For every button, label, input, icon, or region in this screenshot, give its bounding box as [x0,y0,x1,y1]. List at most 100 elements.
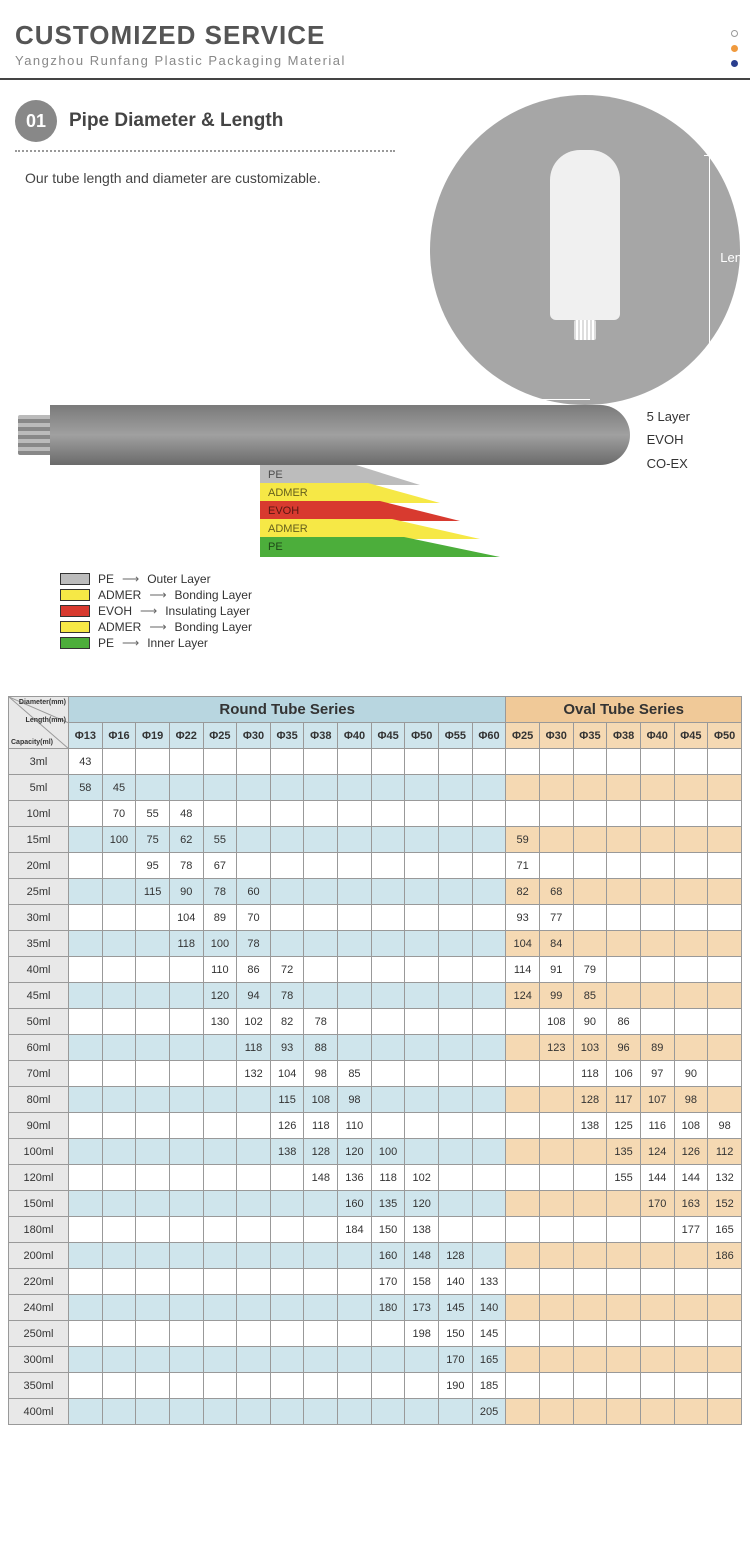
cell [674,879,708,905]
legend-row: PE⟶Outer Layer [60,572,252,586]
cell: 177 [674,1217,708,1243]
cell [338,801,372,827]
cell [674,1373,708,1399]
cell: 100 [371,1139,405,1165]
table-row: 60ml11893881231039689 [9,1035,742,1061]
cell [371,1035,405,1061]
cell: 138 [270,1139,304,1165]
capacity-cell: 50ml [9,1009,69,1035]
cell: 104 [506,931,540,957]
cell: 133 [472,1269,506,1295]
capacity-cell: 45ml [9,983,69,1009]
cell [237,1165,271,1191]
cell [506,775,540,801]
cell [506,1295,540,1321]
capacity-cell: 30ml [9,905,69,931]
cell [237,1321,271,1347]
cell [371,879,405,905]
cell [439,905,473,931]
cell: 115 [270,1087,304,1113]
cell [169,1347,203,1373]
cell [674,931,708,957]
cell [69,853,103,879]
cell [270,1373,304,1399]
cell [405,801,439,827]
cell [573,1217,607,1243]
cell [708,827,742,853]
cell [640,1269,674,1295]
cell: 93 [270,1035,304,1061]
cell [472,983,506,1009]
table-row: 350ml190185 [9,1373,742,1399]
cell [136,1087,170,1113]
cell: 155 [607,1165,641,1191]
cell [69,1373,103,1399]
layer-slice: PE [260,537,500,557]
layer-slice: PE [260,465,420,485]
cell: 89 [203,905,237,931]
cell: 70 [237,905,271,931]
cell: 99 [539,983,573,1009]
cell [539,1347,573,1373]
cell [136,1009,170,1035]
cell [270,775,304,801]
cell [607,801,641,827]
table-row: 120ml148136118102155144144132 [9,1165,742,1191]
cell [439,1139,473,1165]
cell: 123 [539,1035,573,1061]
cell: 185 [472,1373,506,1399]
cell [539,1269,573,1295]
cell [573,905,607,931]
layer-slice: ADMER [260,483,440,503]
capacity-cell: 20ml [9,853,69,879]
round-series-header: Round Tube Series [69,697,506,723]
cell [136,1321,170,1347]
cell [472,1217,506,1243]
cell [304,1243,338,1269]
dia-header: Φ35 [573,723,607,749]
cell: 152 [708,1191,742,1217]
cell [708,931,742,957]
cell [472,1165,506,1191]
cell [304,879,338,905]
cell: 104 [169,905,203,931]
capacity-cell: 250ml [9,1321,69,1347]
cell [237,1087,271,1113]
cell [102,1035,136,1061]
cell [270,905,304,931]
capacity-cell: 80ml [9,1087,69,1113]
cell: 55 [136,801,170,827]
cell [69,905,103,931]
cell: 126 [674,1139,708,1165]
cell [506,1113,540,1139]
capacity-cell: 120ml [9,1165,69,1191]
cell: 59 [506,827,540,853]
cell [472,801,506,827]
page-title: CUSTOMIZED SERVICE [15,20,735,51]
cell [136,749,170,775]
cell [203,1399,237,1425]
cell [69,1321,103,1347]
side-labels: 5 LayerEVOHCO-EX [647,405,690,475]
cell [304,957,338,983]
tube-icon [550,150,620,350]
cell [338,1009,372,1035]
cell [237,801,271,827]
cell: 104 [270,1061,304,1087]
cell [539,1113,573,1139]
cell [539,1399,573,1425]
cell [371,775,405,801]
cell [136,1373,170,1399]
cell: 93 [506,905,540,931]
cell [506,1087,540,1113]
cell [304,1295,338,1321]
table-row: 200ml160148128186 [9,1243,742,1269]
cell [237,1269,271,1295]
oval-series-header: Oval Tube Series [506,697,742,723]
cell: 135 [607,1139,641,1165]
cell [102,1061,136,1087]
cell [102,1321,136,1347]
cell [203,1373,237,1399]
cell: 140 [472,1295,506,1321]
cell [371,957,405,983]
